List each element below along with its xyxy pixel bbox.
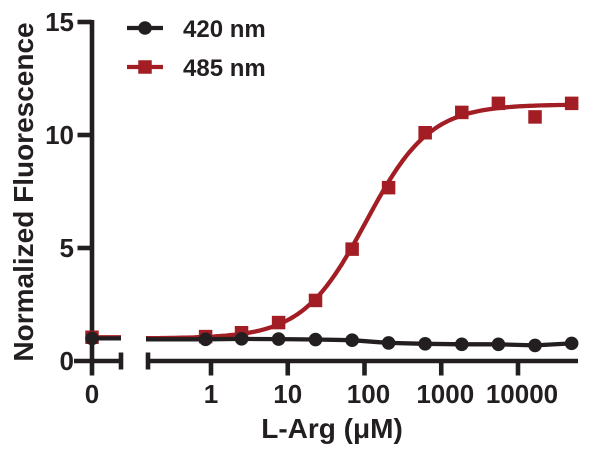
data-point-485nm: [418, 125, 432, 140]
data-point-485nm: [564, 96, 579, 111]
data-point-420nm: [345, 333, 359, 348]
data-point-420nm: [85, 331, 99, 346]
x-tick-label: 10: [273, 379, 302, 409]
legend-label: 485 nm: [183, 55, 266, 82]
square-marker: [138, 60, 152, 74]
data-point-420nm: [234, 332, 249, 346]
y-tick-label: 0: [60, 346, 74, 376]
legend-label: 420 nm: [183, 16, 266, 43]
axes: 0 5 10 15 0 1 10 100 1000 10000: [45, 7, 578, 409]
data-point-485nm: [528, 110, 542, 124]
x-tick-label: 100: [347, 379, 390, 409]
data-point-485nm: [455, 105, 469, 120]
data-point-485nm: [491, 96, 506, 111]
data-point-420nm: [454, 337, 469, 352]
y-tick-label: 5: [60, 233, 74, 263]
data-point-485nm: [271, 315, 286, 330]
y-tick-label: 15: [45, 7, 74, 37]
x-tick-label: 1: [204, 379, 218, 409]
x-tick-label: 0: [85, 379, 99, 409]
data-point-420nm: [308, 332, 323, 347]
data-point-420nm: [418, 337, 432, 351]
data-point-485nm: [381, 180, 396, 195]
data-point-485nm: [345, 242, 359, 256]
data-point-420nm: [491, 337, 506, 352]
data-point-485nm: [308, 293, 323, 308]
data-point-420nm: [528, 338, 542, 353]
circle-marker: [138, 21, 152, 35]
series-420nm: [85, 331, 579, 353]
y-axis-title: Normalized Fluorescence: [8, 22, 39, 361]
legend: 420 nm 485 nm: [127, 16, 266, 82]
data-point-420nm: [271, 332, 286, 346]
legend-item: 485 nm: [127, 55, 266, 82]
data-series: [85, 96, 579, 353]
x-axis-title: L-Arg (μM): [261, 413, 403, 444]
fit-curve: [145, 102, 578, 341]
legend-item: 420 nm: [127, 16, 266, 43]
y-tick-label: 10: [45, 120, 74, 150]
x-tick-label: 1000: [416, 379, 474, 409]
x-tick-label: 10000: [486, 379, 558, 409]
series-485nm: [85, 96, 579, 345]
data-point-420nm: [564, 336, 579, 351]
data-point-420nm: [198, 332, 213, 347]
data-point-420nm: [381, 336, 396, 350]
